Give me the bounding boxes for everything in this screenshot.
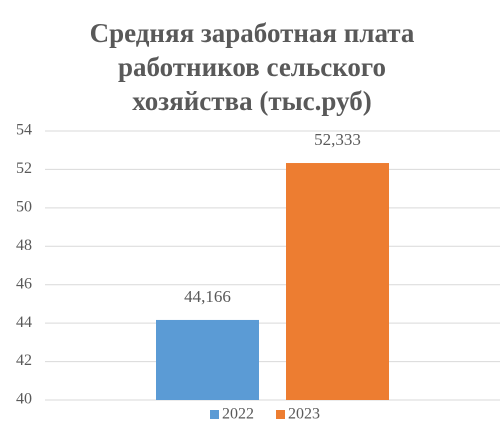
chart-title: Средняя заработная плата xyxy=(90,18,415,48)
data-label: 52,333 xyxy=(314,130,361,149)
y-tick-label: 52 xyxy=(16,160,32,177)
y-tick-label: 40 xyxy=(16,391,32,408)
y-tick-label: 46 xyxy=(16,275,32,292)
y-tick-label: 42 xyxy=(16,352,32,369)
chart-title: работников сельского xyxy=(118,52,386,82)
legend-label: 2022 xyxy=(222,406,254,423)
legend-swatch xyxy=(210,410,219,419)
bar xyxy=(156,319,259,400)
y-tick-label: 50 xyxy=(16,199,32,216)
legend-swatch xyxy=(276,410,285,419)
bar xyxy=(286,163,389,400)
y-tick-label: 44 xyxy=(16,314,32,331)
y-tick-label: 54 xyxy=(16,122,32,139)
y-tick-label: 48 xyxy=(16,237,32,254)
legend-label: 2023 xyxy=(288,406,320,423)
data-label: 44,166 xyxy=(184,287,231,306)
chart-title: хозяйства (тыс.руб) xyxy=(132,86,371,116)
